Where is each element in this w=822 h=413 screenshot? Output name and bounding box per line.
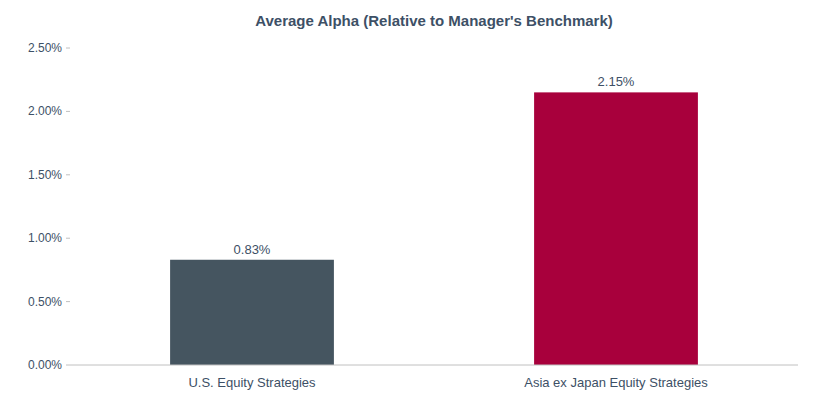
x-tick-label: Asia ex Japan Equity Strategies [524, 375, 708, 390]
y-tick-label: 1.50% [28, 168, 62, 182]
y-tick [66, 111, 70, 112]
x-axis: U.S. Equity Strategies Asia ex Japan Equi… [188, 375, 708, 390]
chart-title: Average Alpha (Relative to Manager's Ben… [255, 12, 613, 29]
y-tick [66, 238, 70, 239]
bar [170, 260, 334, 365]
y-tick [66, 174, 70, 175]
data-label: 0.83% [234, 242, 271, 257]
y-tick-label: 0.50% [28, 295, 62, 309]
data-labels: 0.83% 2.15% [234, 74, 635, 256]
y-tick-label: 0.00% [28, 358, 62, 372]
x-axis-line [70, 365, 798, 366]
y-tick-label: 1.00% [28, 231, 62, 245]
y-axis: 0.00% 0.50% 1.00% 1.50% 2.00% 2.50% [28, 41, 70, 372]
chart-svg: Average Alpha (Relative to Manager's Ben… [0, 0, 822, 413]
bar [534, 92, 698, 365]
chart-container: Average Alpha (Relative to Manager's Ben… [0, 0, 822, 413]
y-tick-label: 2.00% [28, 104, 62, 118]
y-tick [66, 301, 70, 302]
y-tick [66, 365, 70, 366]
y-tick-label: 2.50% [28, 41, 62, 55]
y-tick [66, 48, 70, 49]
bars [170, 92, 698, 365]
x-tick-label: U.S. Equity Strategies [188, 375, 316, 390]
data-label: 2.15% [598, 74, 635, 89]
